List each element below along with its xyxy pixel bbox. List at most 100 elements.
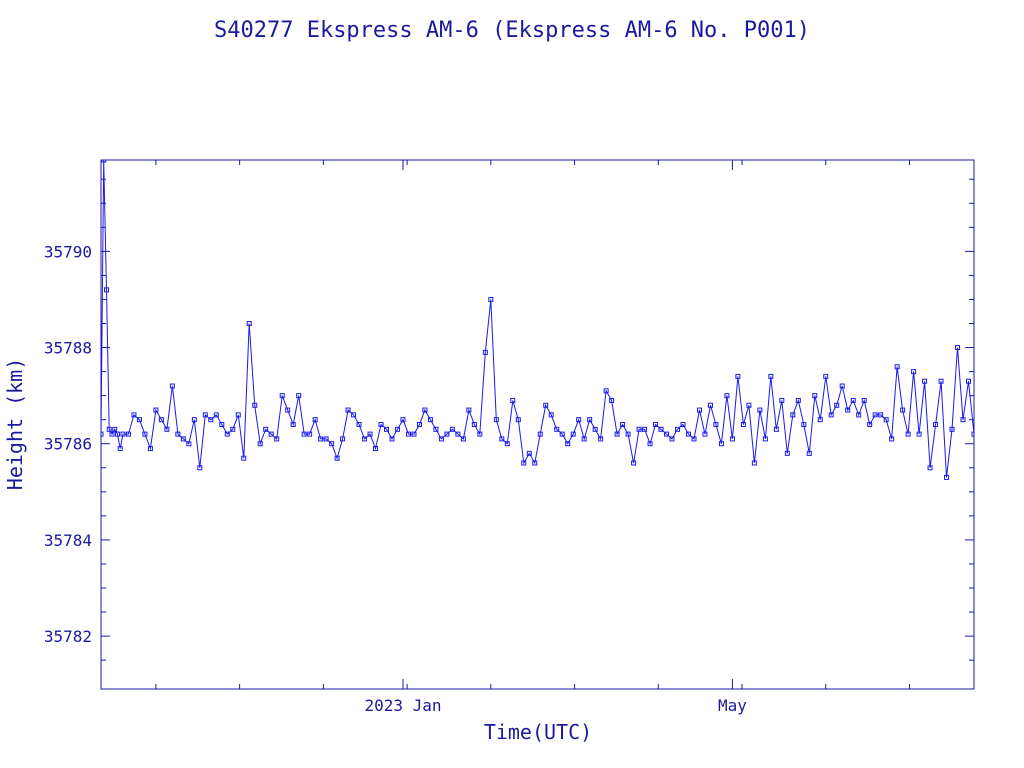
data-point xyxy=(922,378,928,384)
data-point xyxy=(570,431,576,437)
data-point xyxy=(823,373,829,379)
data-point xyxy=(493,417,499,423)
series-line xyxy=(101,160,974,478)
data-point xyxy=(307,431,313,437)
data-point xyxy=(120,431,126,437)
data-point xyxy=(471,422,477,427)
data-point xyxy=(581,436,587,442)
data-point xyxy=(740,422,746,427)
data-point xyxy=(279,393,285,399)
y-axis-label: Height (km) xyxy=(3,358,27,490)
data-point xyxy=(208,417,214,423)
data-point xyxy=(482,349,488,355)
data-point xyxy=(466,407,472,413)
data-point xyxy=(351,412,357,418)
data-point xyxy=(219,422,225,427)
data-point xyxy=(101,160,107,163)
data-point xyxy=(537,431,543,437)
data-point xyxy=(180,436,186,442)
data-point xyxy=(117,446,123,452)
data-point xyxy=(290,422,296,427)
x-axis-label: Time(UTC) xyxy=(484,720,592,744)
data-point xyxy=(762,436,768,442)
data-point xyxy=(329,441,335,447)
y-tick-label: 35784 xyxy=(44,531,92,550)
data-point xyxy=(499,436,505,442)
data-point xyxy=(609,397,615,403)
data-point xyxy=(378,422,384,427)
data-point xyxy=(526,450,532,456)
data-point xyxy=(735,373,741,379)
data-point xyxy=(411,431,417,437)
data-point xyxy=(872,412,878,418)
data-point xyxy=(983,403,987,407)
data-point xyxy=(889,436,895,442)
data-point xyxy=(340,436,346,442)
data-point xyxy=(729,436,735,442)
data-point xyxy=(230,426,236,432)
data-point xyxy=(702,431,708,437)
data-point xyxy=(285,407,291,413)
x-tick-label: May xyxy=(718,696,747,715)
data-point xyxy=(131,412,137,418)
data-point xyxy=(345,407,351,413)
data-point xyxy=(147,446,153,452)
data-point xyxy=(444,431,450,437)
y-axis-ticks: 35782 35784 35786 35788 35790 xyxy=(44,178,974,661)
data-point xyxy=(197,465,203,471)
data-point xyxy=(109,431,115,437)
data-point xyxy=(603,388,609,394)
data-point xyxy=(334,455,340,461)
data-point xyxy=(246,321,252,327)
data-point xyxy=(1016,384,1020,388)
data-point xyxy=(806,450,812,456)
data-point xyxy=(532,460,538,466)
data-point xyxy=(235,412,241,418)
data-point xyxy=(301,431,307,437)
data-point xyxy=(477,431,483,437)
data-point xyxy=(202,412,208,418)
data-point xyxy=(389,436,395,442)
data-point xyxy=(724,393,730,399)
data-point xyxy=(713,422,719,427)
data-point xyxy=(394,426,400,432)
data-point xyxy=(543,402,549,408)
data-point xyxy=(318,436,324,442)
data-point xyxy=(845,407,851,413)
data-point xyxy=(856,412,862,418)
y-tick-label: 35786 xyxy=(44,435,92,454)
data-point xyxy=(427,417,433,423)
data-point xyxy=(691,436,697,442)
data-point xyxy=(828,412,834,418)
data-point xyxy=(883,417,889,423)
data-point xyxy=(1005,355,1009,359)
data-point xyxy=(988,432,992,436)
data-point xyxy=(312,417,318,423)
chart-title: S40277 Ekspress AM-6 (Ekspress AM-6 No. … xyxy=(214,18,810,43)
data-point xyxy=(510,397,516,403)
data-point xyxy=(768,373,774,379)
data-point xyxy=(114,431,120,437)
data-point xyxy=(460,436,466,442)
data-point xyxy=(944,474,950,480)
data-point xyxy=(373,446,379,452)
data-point xyxy=(153,407,159,413)
data-point xyxy=(636,426,642,432)
data-point xyxy=(960,417,966,423)
data-point xyxy=(977,394,981,398)
data-point xyxy=(362,436,368,442)
data-point xyxy=(554,426,560,432)
data-point xyxy=(784,450,790,456)
data-point xyxy=(405,431,411,437)
data-point xyxy=(653,422,659,427)
data-point xyxy=(894,364,900,370)
data-point xyxy=(773,426,779,432)
data-point xyxy=(576,417,582,423)
data-point xyxy=(878,412,884,418)
data-point xyxy=(455,431,461,437)
data-point xyxy=(675,426,681,432)
data-point xyxy=(515,417,521,423)
data-point xyxy=(971,431,974,437)
y-tick-label: 35788 xyxy=(44,339,92,358)
